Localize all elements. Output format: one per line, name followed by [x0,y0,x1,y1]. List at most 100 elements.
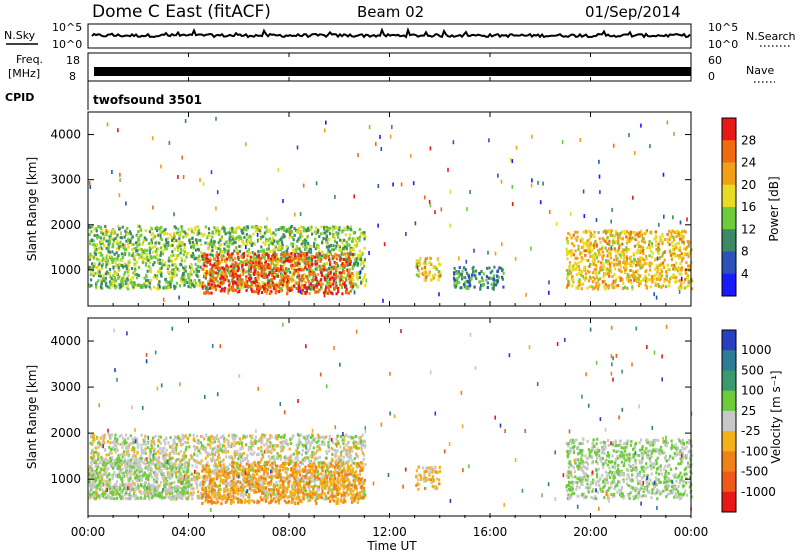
data-cell [223,248,225,251]
data-cell [325,238,327,241]
data-cell [242,232,244,235]
data-cell [94,250,96,253]
data-cell [272,281,274,284]
data-cell [671,230,673,233]
data-cell [174,264,176,267]
data-cell [341,283,343,286]
data-cell [122,226,124,229]
data-cell [155,242,157,245]
data-cell [343,264,345,267]
data-cell [301,235,303,238]
data-cell [656,278,658,281]
data-cell [644,262,646,265]
data-cell [96,236,98,239]
data-cell [104,225,106,228]
data-cell [254,253,256,256]
data-cell [117,254,119,257]
data-cell [305,246,307,249]
data-cell [343,258,345,261]
data-cell [478,272,480,275]
data-cell [112,229,114,232]
data-cell [649,231,651,234]
data-cell [152,256,154,259]
data-cell [334,240,336,243]
data-cell [240,283,242,286]
data-cell [668,230,670,233]
data-cell [231,286,233,289]
data-cell [96,229,98,232]
data-cell [199,239,201,242]
data-cell [637,273,639,276]
data-cell [325,121,327,125]
data-cell [215,436,217,439]
data-cell [357,153,359,157]
data-cell [106,247,108,250]
data-cell [207,282,209,285]
nsky-trace [92,30,690,37]
data-cell [321,266,323,269]
data-cell [225,232,227,235]
data-cell [229,241,231,244]
data-cell [215,271,217,274]
data-cell [150,471,152,474]
data-cell [313,242,315,245]
data-cell [369,125,371,129]
freq-bottom-tick: 8 [69,70,76,83]
data-cell [260,237,262,240]
data-cell [632,196,634,200]
data-cell [292,243,294,246]
data-cell [191,473,193,476]
data-cell [298,268,300,271]
data-cell [683,241,685,244]
data-cell [199,178,201,182]
data-cell [160,246,162,249]
data-cell [663,173,665,177]
data-cell [308,257,310,260]
data-cell [596,256,598,259]
data-cell [311,233,313,236]
data-cell [161,267,163,270]
data-cell [93,271,95,275]
data-cell [326,246,328,249]
data-cell [364,463,366,466]
data-cell [261,281,263,284]
data-cell [318,258,320,261]
data-cell [197,225,199,228]
data-cell [333,266,335,269]
data-cell [124,236,126,239]
colorbar-swatch [722,207,736,230]
data-cell [438,278,440,281]
data-cell [345,279,347,282]
data-cell [567,284,569,287]
data-cell [220,436,222,439]
data-cell [186,253,188,256]
data-cell [556,222,558,226]
data-cell [615,255,617,258]
data-cell [355,283,357,286]
data-cell [666,278,668,281]
data-cell [356,257,358,260]
data-cell [130,434,132,437]
data-cell [222,276,224,279]
data-cell [329,281,331,284]
data-cell [662,264,664,267]
data-cell [634,245,636,248]
data-cell [228,279,230,282]
data-cell [289,236,291,239]
data-cell [341,286,343,289]
data-cell [116,247,118,250]
data-cell [159,284,161,288]
data-cell [626,257,628,260]
power-colorbar-label: Power [dB] [767,176,781,241]
data-cell [361,445,363,448]
data-cell [331,248,333,251]
data-cell [114,276,116,279]
data-cell [354,290,356,294]
data-cell [337,287,339,290]
data-cell [353,194,355,198]
data-cell [638,284,640,287]
data-cell [320,225,322,228]
data-cell [613,241,615,244]
data-cell [686,246,688,249]
data-cell [338,254,340,257]
